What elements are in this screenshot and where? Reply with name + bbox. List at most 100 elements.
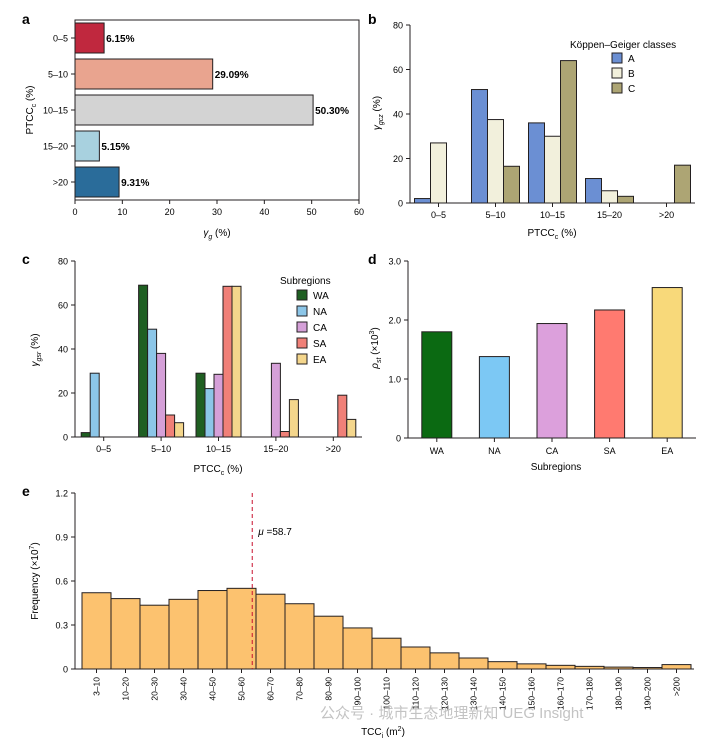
panel-e-xtick-label-19: 190–200 — [643, 677, 653, 710]
panel-e-bar-11 — [400, 646, 431, 670]
panel-d-bar-0 — [421, 331, 453, 439]
panel-b-xtick-label-0: 0–5 — [431, 210, 446, 220]
panel-a-ytick-label-4: >20 — [53, 178, 68, 188]
panel-e-xtick-label-11: 110–120 — [411, 677, 421, 710]
panel-d-ytick-label-3: 3.0 — [388, 257, 401, 267]
panel-c-xtick-label-1: 5–10 — [151, 444, 171, 454]
panel-e-bar-13 — [458, 657, 489, 670]
panel-e-xtick-label-9: 90–100 — [353, 677, 363, 706]
panel-c-xtick-label-2: 10–15 — [206, 444, 231, 454]
panel-b-bar-A-0 — [414, 198, 431, 204]
panel-c-ytick-label-2: 40 — [58, 345, 68, 355]
panel-e-ytick-label-3: 0.9 — [55, 533, 68, 543]
panel-d-bar-1 — [478, 356, 510, 439]
panel-c: c 0–5 5–10 10–15 15–20 >20 0 20 40 60 80 γgsr (%)… — [22, 251, 362, 477]
panel-e-bar-1 — [110, 598, 141, 670]
panel-c-ytick-label-4: 80 — [58, 257, 68, 267]
panel-c-bar-CA-3 — [270, 362, 281, 438]
panel-a-value-label-1: 29.09% — [215, 70, 249, 81]
panel-c-legend-label-NA: NA — [313, 307, 327, 318]
panel-b-ylabel: γgcz (%) — [372, 96, 385, 130]
panel-a-ylabel: PTCCc (%) — [25, 85, 38, 134]
panel-c-ylabel: γgsr (%) — [30, 333, 43, 366]
panel-c-letter: c — [22, 251, 30, 267]
panel-b-xtick-label-3: 15–20 — [597, 210, 622, 220]
panel-b-bar-A-2 — [528, 122, 545, 204]
panel-a-ytick-label-1: 5–10 — [48, 70, 68, 80]
panel-a-value-label-4: 9.31% — [121, 178, 149, 189]
panel-a-xtick-label-1: 10 — [117, 207, 127, 217]
panel-e-xtick-label-20: >200 — [672, 677, 682, 696]
panel-b-legend-label-A: A — [628, 54, 635, 65]
panel-b-bar-B-3 — [601, 190, 618, 204]
panel-c-bar-WA-0 — [80, 432, 91, 438]
panel-e-bar-10 — [371, 637, 402, 670]
panel-e-bar-5 — [226, 587, 257, 670]
panel-b-letter: b — [368, 11, 377, 27]
panel-c-bar-SA-3 — [279, 431, 290, 438]
panel-c-bar-WA-1 — [138, 284, 149, 438]
panel-b-legend: Köppen–Geiger classes ABC — [570, 40, 676, 95]
panel-e-xtick-label-1: 10–20 — [121, 677, 131, 701]
panel-e-bar-3 — [168, 598, 199, 670]
panel-b-bar-B-0 — [430, 142, 447, 204]
panel-c-legend-swatch-NA — [296, 305, 308, 317]
panel-e-xtick-label-0: 3–10 — [92, 677, 102, 696]
panel-a-xlabel: γg (%) — [203, 228, 230, 241]
panel-b-xtick-label-1: 5–10 — [485, 210, 505, 220]
panel-c-bar-NA-0 — [89, 372, 100, 438]
panel-c-bar-NA-1 — [147, 328, 158, 438]
panel-e-bar-20 — [661, 664, 692, 670]
panel-b-legend-label-B: B — [628, 69, 635, 80]
panel-c-legend-label-SA: SA — [313, 339, 327, 350]
panel-c-bar-SA-4 — [337, 394, 348, 438]
panel-e-xtick-label-14: 140–150 — [498, 677, 508, 710]
panel-c-bar-CA-1 — [156, 352, 167, 438]
panel-d: d WA NA CA SA EA 0 1.0 2.0 3.0 ρst (×103) Subreg… — [368, 251, 696, 473]
panel-e-xtick-label-18: 180–190 — [614, 677, 624, 710]
panel-c-bar-EA-2 — [231, 285, 242, 438]
panel-a-bar-3 — [74, 130, 100, 162]
panel-b-bar-A-1 — [471, 89, 488, 204]
panel-e-xtick-label-3: 30–40 — [179, 677, 189, 701]
panel-e-xtick-label-17: 170–180 — [585, 677, 595, 710]
panel-a-bar-2 — [74, 94, 314, 126]
panel-c-legend-swatch-EA — [296, 353, 308, 365]
panel-b-ytick-label-0: 0 — [398, 199, 403, 209]
panel-e-xtick-label-13: 130–140 — [469, 677, 479, 710]
panel-c-legend-swatch-WA — [296, 289, 308, 301]
panel-d-letter: d — [368, 251, 377, 267]
panel-e-bar-9 — [342, 627, 373, 670]
panel-b-bar-C-2 — [560, 60, 577, 204]
panel-a-xtick-label-2: 20 — [165, 207, 175, 217]
panel-b-legend-label-C: C — [628, 84, 635, 95]
panel-c-ytick-label-1: 20 — [58, 389, 68, 399]
panel-c-bar-WA-2 — [195, 372, 206, 438]
panel-a-xtick-label-3: 30 — [212, 207, 222, 217]
panel-a-xtick-label-6: 60 — [354, 207, 364, 217]
panel-a-ytick-label-3: 15–20 — [43, 142, 68, 152]
panel-e-bar-6 — [255, 593, 286, 670]
panel-a-ytick-label-2: 10–15 — [43, 106, 68, 116]
panel-b-bar-C-1 — [503, 165, 520, 204]
panel-b-xlabel: PTCCc (%) — [527, 228, 576, 241]
panel-a-xtick-label-5: 50 — [307, 207, 317, 217]
panel-a-value-label-3: 5.15% — [101, 142, 129, 153]
panel-c-legend-swatch-SA — [296, 337, 308, 349]
panel-a: a 6.15% 29.09% 50.30% 5.15% 9.31% 0–5 5–10 10–… — [22, 11, 364, 241]
panel-e-xtick-label-10: 100–110 — [382, 677, 392, 710]
panel-a-bar-0 — [74, 22, 105, 54]
panel-e-xtick-label-12: 120–130 — [440, 677, 450, 710]
panel-b-ytick-label-2: 40 — [393, 110, 403, 120]
panel-c-legend: Subregions WA NA CA SA EA — [280, 276, 331, 366]
panel-d-xlabel: Subregions — [531, 462, 582, 473]
panel-e-mean-value: =58.7 — [264, 527, 293, 538]
panel-a-bar-4 — [74, 166, 120, 198]
panel-d-bar-2 — [536, 323, 568, 439]
panel-e-bar-7 — [284, 603, 315, 670]
panel-a-xtick-label-0: 0 — [72, 207, 77, 217]
panel-b-xtick-label-4: >20 — [659, 210, 674, 220]
panel-a-letter: a — [22, 11, 30, 27]
panel-d-ytick-label-0: 0 — [396, 434, 401, 444]
